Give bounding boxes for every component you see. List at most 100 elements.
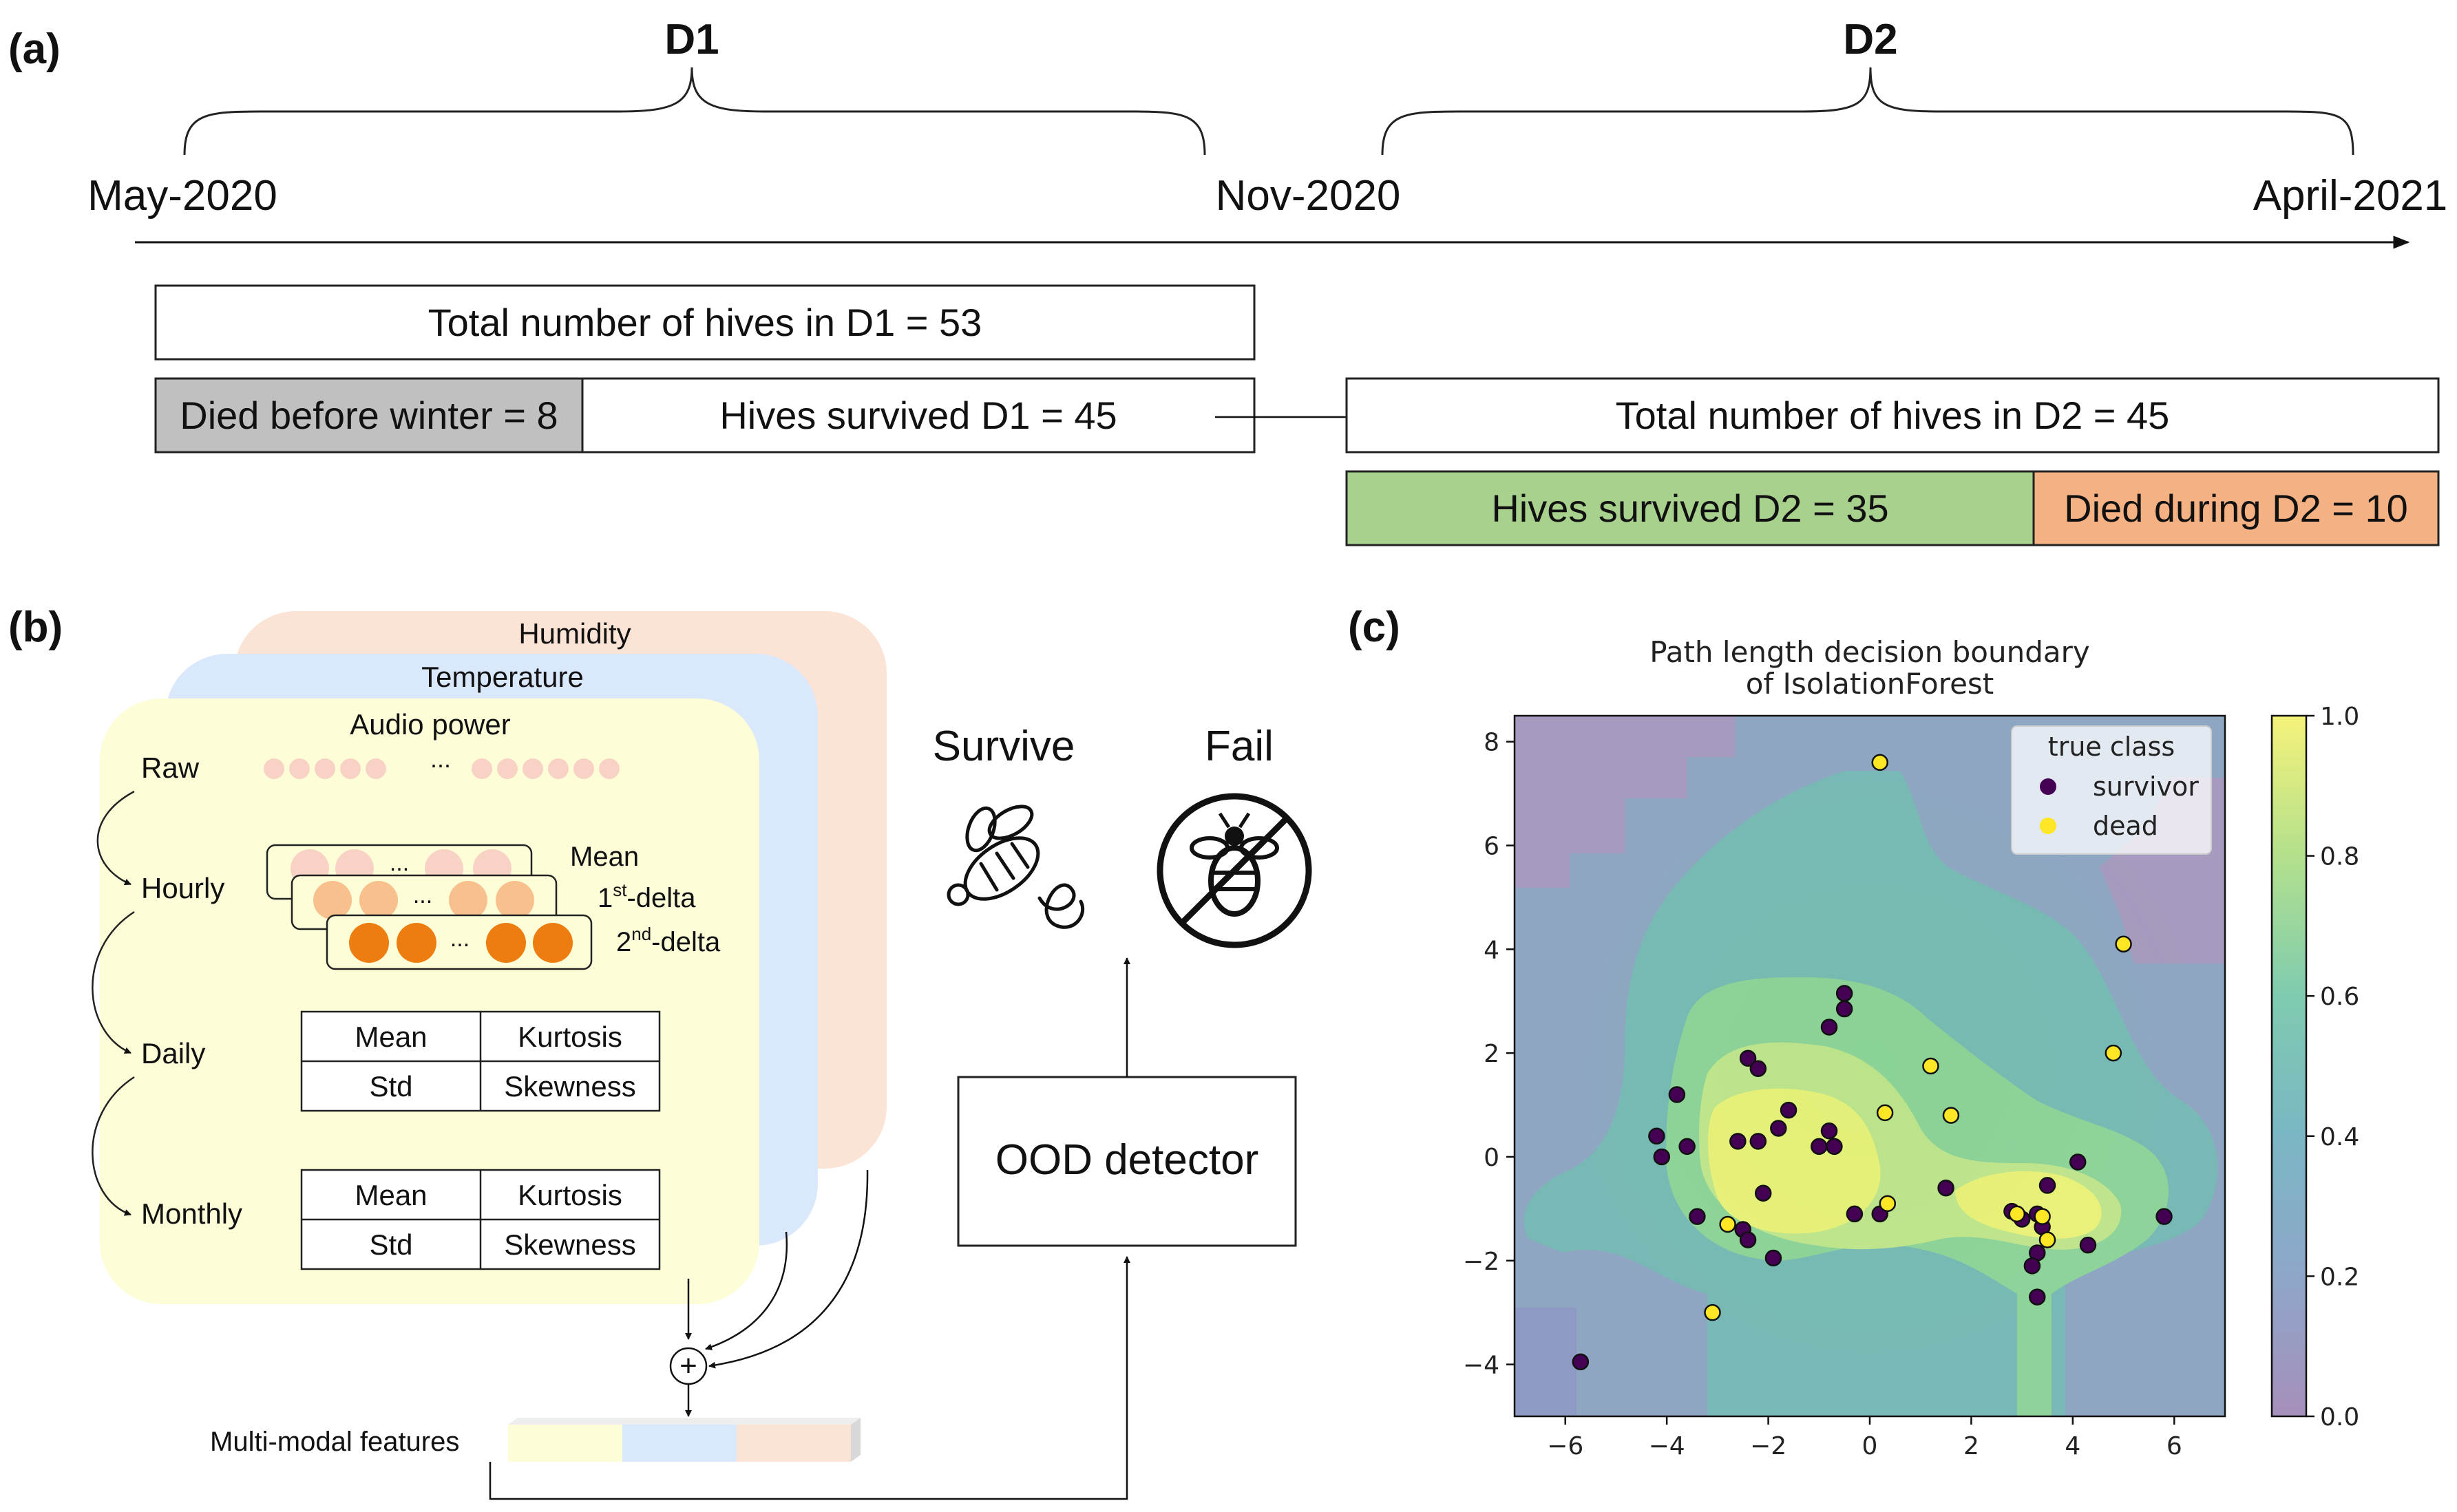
dead-point: [1871, 754, 1888, 771]
axis-ticks: −6 −4 −2 0 2 4 6 −4 −2 0 2 4 6 8: [1463, 729, 2182, 1460]
legend-dead-label: dead: [2093, 811, 2158, 841]
survivor-point: [1826, 1138, 1843, 1156]
survivor-point: [1689, 1208, 1706, 1225]
survive-label: Survive: [933, 723, 1075, 770]
date-april-2021: April-2021: [2253, 172, 2448, 220]
panel-c-label: (c): [1348, 604, 1400, 651]
ood-detector-box: [957, 1076, 1297, 1247]
total-d1-box: [154, 284, 1256, 361]
chart-title-line-1: Path length decision boundary: [1649, 635, 2089, 669]
survivor-point: [1668, 1086, 1686, 1103]
survivor-point: [1937, 1179, 1954, 1197]
d2-label: D2: [1843, 16, 1897, 63]
fail-label: Fail: [1205, 723, 1274, 770]
survivor-point: [1835, 1000, 1853, 1018]
survivor-point: [1820, 1122, 1838, 1140]
survivor-point: [2023, 1257, 2041, 1275]
survivor-point: [1846, 1205, 1864, 1223]
first-delta-label: 1st-delta: [598, 880, 696, 913]
dead-point: [2038, 1231, 2056, 1248]
survivor-point: [2038, 1177, 2056, 1194]
bee-icon: [947, 805, 1085, 929]
panel-a-label: (a): [8, 25, 61, 73]
dead-point: [1922, 1057, 1939, 1075]
died-before-winter-box: [154, 377, 584, 454]
legend-survivor-label: survivor: [2093, 771, 2199, 802]
survived-d1-text: Hives survived D1 = 45: [719, 394, 1117, 437]
monthly-mean-cell: Mean: [355, 1179, 427, 1211]
raw-dots: [264, 758, 620, 779]
temperature-label: Temperature: [421, 661, 584, 693]
died-before-winter-text: Died before winter = 8: [180, 394, 558, 437]
x-tick-label: −2: [1750, 1432, 1786, 1460]
survivor-point: [2029, 1288, 2046, 1306]
legend-dead-marker: [2040, 818, 2056, 834]
y-tick-label: 6: [1484, 833, 1499, 861]
survivor-point: [1739, 1231, 1757, 1248]
dead-point: [1719, 1215, 1736, 1233]
concat-plus: +: [679, 1349, 697, 1383]
daily-mean-cell: Mean: [355, 1021, 427, 1053]
survived-d2-text: Hives survived D2 = 35: [1491, 487, 1888, 530]
audio-power-label: Audio power: [350, 708, 510, 741]
d1-label: D1: [664, 16, 719, 63]
features-to-ood-line: [489, 1256, 1130, 1500]
colorbar: [2270, 714, 2308, 1418]
raw-to-hourly-connector: [96, 790, 135, 886]
x-tick-label: 0: [1862, 1432, 1878, 1460]
ood-detector-label: OOD detector: [995, 1136, 1258, 1184]
survivor-point: [1780, 1101, 1797, 1119]
x-tick-label: 6: [2166, 1432, 2182, 1460]
hourly-delta2-row: [326, 914, 593, 970]
level-hourly: Hourly: [141, 872, 224, 904]
survivor-point: [2155, 1208, 2173, 1225]
daily-kurtosis-cell: Kurtosis: [518, 1021, 622, 1053]
survivor-point: [2079, 1236, 2097, 1254]
total-d2-text: Total number of hives in D2 = 45: [1616, 394, 2170, 437]
dead-point: [1879, 1195, 1897, 1213]
chart-title-line-2: of IsolationForest: [1746, 667, 1994, 701]
x-tick-label: −4: [1649, 1432, 1685, 1460]
x-tick-label: 4: [2065, 1432, 2080, 1460]
colorbar-tick-label: 0.8: [2320, 843, 2359, 871]
temperature-to-concat-arrow: [705, 1231, 788, 1350]
hourly-delta2-ellipsis: ...: [450, 926, 470, 952]
legend: true class survivor dead: [2011, 725, 2212, 855]
panel-b-label: (b): [8, 604, 63, 651]
legend-survivor-marker: [2040, 778, 2056, 795]
panel-b: (b) Humidity Temperature Audio power Raw…: [8, 604, 1312, 1500]
multimodal-feature-bar: [508, 1418, 861, 1462]
y-tick-label: −4: [1463, 1352, 1499, 1380]
survivor-point: [1811, 1138, 1828, 1156]
survivor-point: [1739, 1050, 1757, 1067]
x-tick-label: 2: [1963, 1432, 1979, 1460]
x-tick-label: −6: [1547, 1432, 1583, 1460]
raw-ellipsis: ...: [430, 745, 451, 773]
daily-skewness-cell: Skewness: [504, 1070, 635, 1103]
survivor-point: [1754, 1184, 1772, 1202]
survivor-point: [1835, 985, 1853, 1002]
dead-point: [2008, 1205, 2026, 1223]
dead-point: [1876, 1104, 1894, 1122]
legend-title: true class: [2048, 732, 2175, 762]
humidity-to-concat-arrow: [708, 1169, 869, 1369]
survivor-point: [1749, 1060, 1767, 1078]
died-d2-box: [2032, 470, 2440, 546]
level-daily: Daily: [141, 1037, 205, 1069]
total-d2-box: [1345, 377, 2440, 454]
y-tick-label: −2: [1463, 1248, 1499, 1276]
monthly-std-cell: Std: [369, 1228, 412, 1261]
survivor-point: [1770, 1120, 1787, 1137]
y-tick-label: 4: [1484, 936, 1499, 964]
monthly-kurtosis-cell: Kurtosis: [518, 1179, 622, 1211]
hourly-delta1-dots: [313, 881, 534, 919]
audio-layer: [100, 699, 759, 1304]
survivor-point: [1820, 1019, 1838, 1036]
humidity-label: Humidity: [518, 617, 631, 650]
d1-brace: [183, 67, 1206, 156]
mean-feature-label: Mean: [570, 842, 639, 872]
dead-point: [2105, 1044, 2122, 1062]
level-raw: Raw: [141, 752, 200, 784]
y-tick-label: 2: [1484, 1040, 1499, 1068]
